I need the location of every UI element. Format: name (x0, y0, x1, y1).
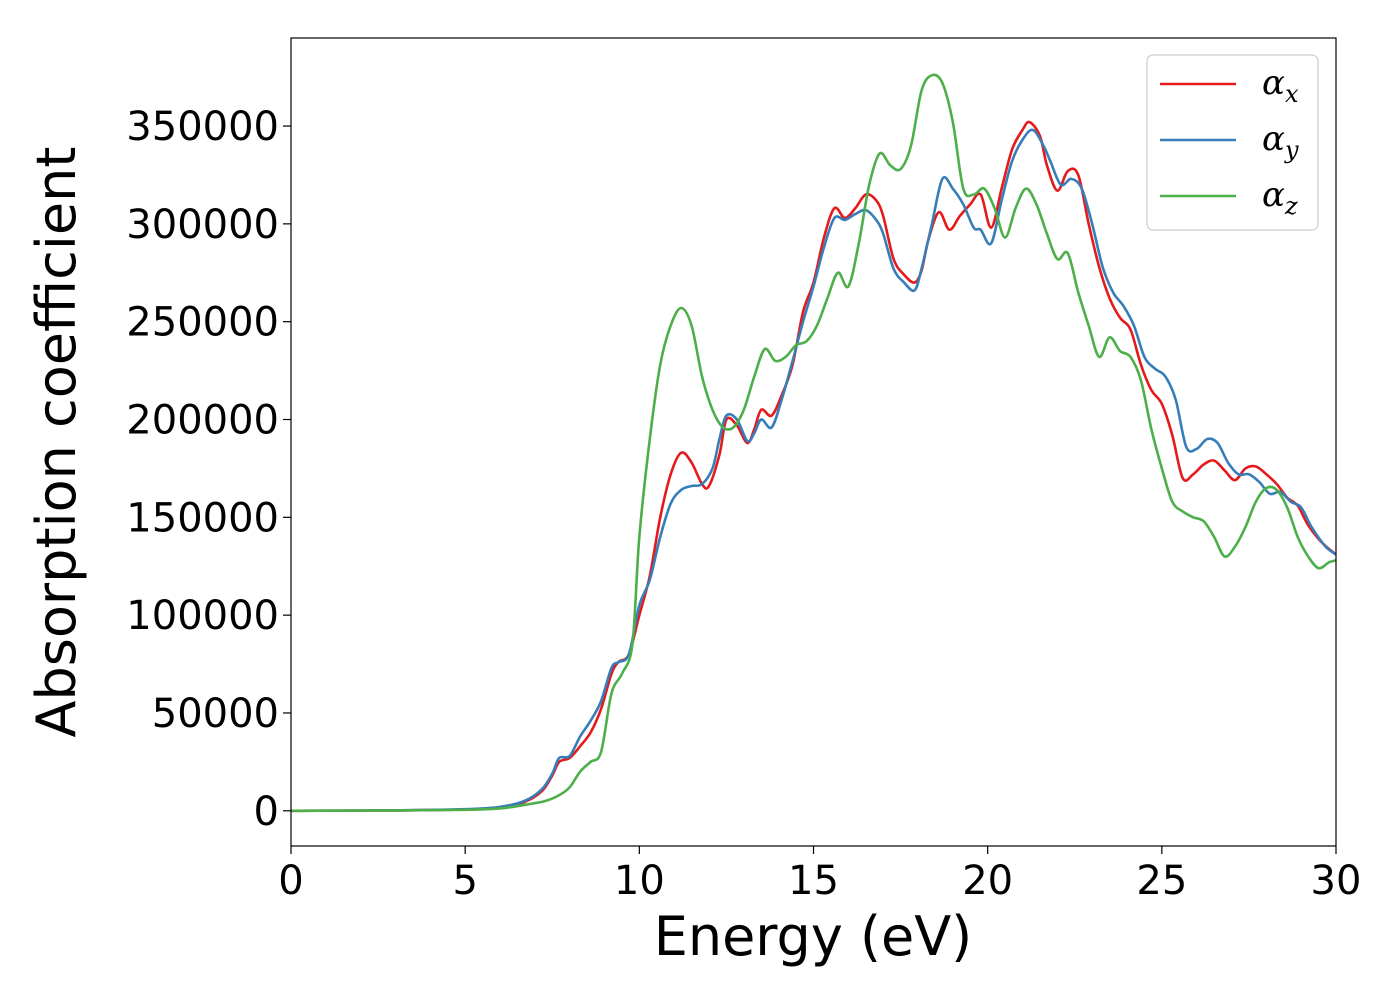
legend-label-subscript: z (1284, 192, 1298, 220)
legend-label-subscript: y (1284, 136, 1299, 164)
y-tick-label: 50000 (152, 691, 279, 737)
y-tick-label: 300000 (126, 202, 279, 248)
legend-label-z: αz (1262, 175, 1298, 220)
y-axis-title: Absorption coefficient (25, 147, 88, 738)
x-tick-label: 0 (278, 858, 303, 904)
x-tick-label: 25 (1136, 858, 1187, 904)
legend-label-base: α (1262, 63, 1285, 103)
x-tick-label: 15 (788, 858, 839, 904)
series-line-y (291, 128, 1336, 813)
y-tick-label: 0 (254, 789, 279, 835)
y-tick-label: 200000 (126, 398, 279, 444)
y-axis: 0 50000 100000 150000 200000 250000 300000 3500… (126, 104, 291, 835)
x-axis-title: Energy (eV) (654, 905, 973, 968)
legend-label-base: α (1262, 119, 1285, 159)
series-line-z (291, 73, 1336, 813)
y-tick-label: 150000 (126, 495, 279, 541)
legend-label-subscript: x (1285, 80, 1299, 108)
x-axis: 0 5 10 15 20 25 30 (278, 846, 1361, 904)
y-tick-label: 250000 (126, 300, 279, 346)
legend-label-x: αx (1262, 63, 1299, 108)
y-tick-label: 350000 (126, 104, 279, 150)
x-tick-label: 30 (1311, 858, 1362, 904)
legend-box (1146, 54, 1319, 231)
y-tick-label: 100000 (126, 593, 279, 639)
x-tick-label: 5 (452, 858, 477, 904)
series-layer (291, 73, 1336, 813)
x-tick-label: 10 (614, 858, 665, 904)
legend-label-base: α (1262, 175, 1285, 215)
legend-label-y: αy (1262, 119, 1299, 164)
x-tick-label: 20 (962, 858, 1013, 904)
